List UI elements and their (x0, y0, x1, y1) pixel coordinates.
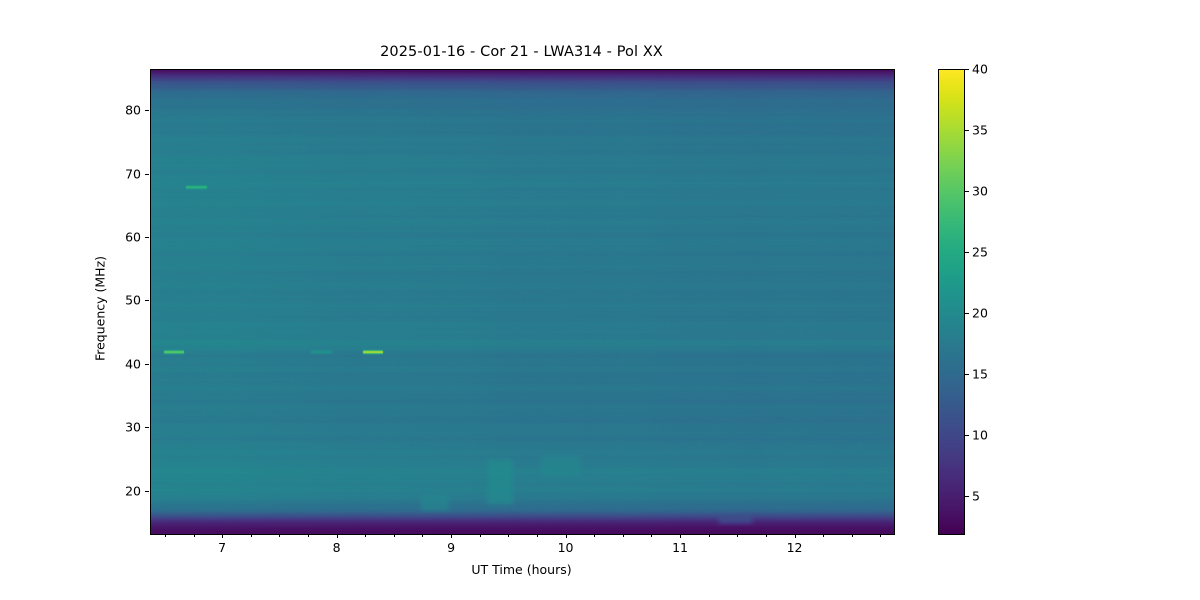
y-tick (145, 173, 149, 175)
y-tick (145, 300, 149, 302)
x-tick-minor (880, 534, 882, 537)
x-tick-label: 8 (332, 540, 341, 555)
colorbar-tick-label: 25 (972, 244, 988, 260)
x-tick (794, 534, 796, 538)
colorbar-tick (965, 313, 969, 315)
colorbar-tick-label: 15 (972, 366, 988, 382)
y-tick (145, 490, 149, 492)
x-tick-minor (422, 534, 424, 537)
x-tick-minor (622, 534, 624, 537)
colorbar-tick-label: 30 (972, 183, 988, 199)
x-tick-minor (250, 534, 252, 537)
y-tick-label: 40 (125, 356, 141, 372)
colorbar-tick (965, 191, 969, 193)
y-axis-label: Frequency (MHz) (92, 255, 108, 362)
x-tick-label: 7 (218, 540, 227, 555)
colorbar-gradient (939, 70, 964, 534)
colorbar-tick-label: 5 (972, 488, 980, 504)
colorbar (938, 69, 965, 535)
x-tick-label: 10 (557, 540, 574, 555)
x-tick-minor (765, 534, 767, 537)
colorbar-tick-label: 35 (972, 122, 988, 138)
spectrogram-heatmap (151, 70, 894, 534)
spectrogram-axes (150, 69, 895, 535)
y-tick-label: 80 (125, 102, 141, 118)
y-tick (145, 236, 149, 238)
x-tick-minor (594, 534, 596, 537)
y-tick-label: 30 (125, 419, 141, 435)
x-tick-minor (164, 534, 166, 537)
x-tick (451, 534, 453, 538)
colorbar-label-wrapper: Power (CPU) (886, 0, 1126, 600)
x-tick-label: 11 (672, 540, 688, 555)
y-tick (145, 110, 149, 112)
y-tick (145, 363, 149, 365)
colorbar-tick (965, 130, 969, 132)
x-tick-minor (193, 534, 195, 537)
y-tick-label: 20 (125, 483, 141, 499)
x-tick-label: 12 (786, 540, 803, 555)
y-tick-label: 60 (125, 229, 141, 245)
x-tick-minor (393, 534, 395, 537)
x-tick (336, 534, 338, 538)
x-tick (565, 534, 567, 538)
x-tick-minor (479, 534, 481, 537)
colorbar-tick (965, 252, 969, 254)
x-tick-minor (279, 534, 281, 537)
colorbar-tick-label: 20 (972, 305, 988, 321)
colorbar-tick (965, 374, 969, 376)
x-tick-minor (536, 534, 538, 537)
y-tick-label: 50 (125, 292, 141, 308)
colorbar-tick (965, 435, 969, 437)
x-tick-minor (708, 534, 710, 537)
x-tick-minor (823, 534, 825, 537)
colorbar-tick (965, 69, 969, 70)
x-tick-label: 9 (447, 540, 456, 555)
page-title: 2025-01-16 - Cor 21 - LWA314 - Pol XX (380, 44, 663, 60)
x-tick-minor (307, 534, 309, 537)
x-tick-minor (508, 534, 510, 537)
y-tick (145, 427, 149, 429)
colorbar-tick (965, 496, 969, 498)
x-tick-minor (365, 534, 367, 537)
x-tick-minor (651, 534, 653, 537)
y-tick-label: 70 (125, 166, 141, 182)
x-tick (680, 534, 682, 538)
x-tick-minor (737, 534, 739, 537)
x-axis-label: UT Time (hours) (471, 562, 572, 577)
colorbar-tick-label: 10 (972, 427, 988, 443)
x-tick-minor (851, 534, 853, 537)
x-tick (222, 534, 224, 538)
colorbar-tick-label: 40 (972, 61, 988, 77)
